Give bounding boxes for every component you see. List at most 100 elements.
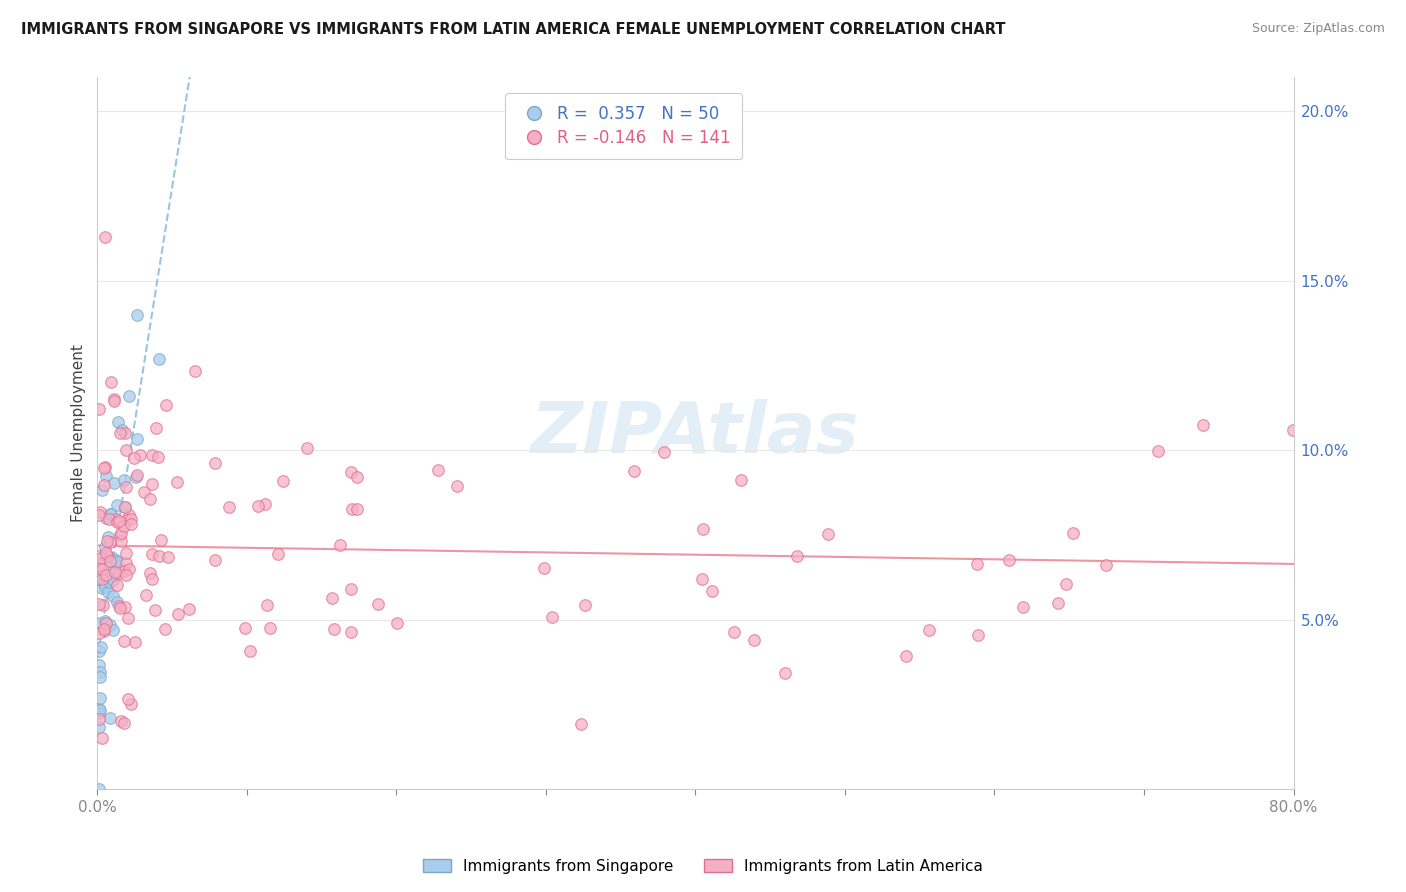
Point bbox=[574, 599, 596, 613]
Point bbox=[87, 549, 110, 563]
Point bbox=[692, 573, 714, 587]
Point bbox=[340, 624, 363, 639]
Point bbox=[218, 500, 240, 514]
Point bbox=[104, 511, 127, 525]
Point bbox=[98, 618, 121, 632]
Point bbox=[96, 568, 118, 582]
Point bbox=[93, 461, 115, 475]
Point bbox=[94, 460, 117, 475]
Point bbox=[141, 572, 163, 586]
Point bbox=[87, 706, 110, 721]
Point bbox=[125, 468, 148, 483]
Point bbox=[87, 644, 110, 658]
Point bbox=[1094, 558, 1116, 573]
Point bbox=[101, 590, 124, 604]
Point bbox=[322, 622, 344, 636]
Point bbox=[1282, 423, 1305, 437]
Point bbox=[253, 497, 276, 511]
Point bbox=[98, 554, 121, 568]
Point bbox=[112, 634, 135, 648]
Point bbox=[108, 599, 131, 613]
Point bbox=[998, 552, 1021, 566]
Point bbox=[256, 598, 278, 612]
Point bbox=[153, 622, 176, 636]
Point bbox=[96, 534, 118, 549]
Point bbox=[141, 547, 163, 561]
Point bbox=[112, 519, 135, 533]
Point bbox=[94, 469, 117, 483]
Point bbox=[110, 526, 132, 541]
Point bbox=[94, 570, 117, 584]
Point bbox=[112, 473, 135, 487]
Point bbox=[1047, 597, 1070, 611]
Point bbox=[742, 632, 765, 647]
Point bbox=[132, 484, 155, 499]
Point bbox=[91, 483, 114, 497]
Point bbox=[103, 555, 125, 569]
Point bbox=[108, 515, 131, 529]
Point bbox=[120, 698, 142, 712]
Text: Source: ZipAtlas.com: Source: ZipAtlas.com bbox=[1251, 22, 1385, 36]
Point bbox=[150, 533, 173, 547]
Point bbox=[93, 622, 115, 636]
Point bbox=[533, 561, 555, 575]
Point bbox=[114, 599, 136, 614]
Point bbox=[89, 691, 111, 706]
Point bbox=[97, 585, 120, 599]
Point bbox=[569, 717, 592, 731]
Point bbox=[148, 549, 170, 563]
Point bbox=[105, 554, 128, 568]
Point bbox=[204, 456, 226, 470]
Point bbox=[105, 553, 128, 567]
Point bbox=[105, 515, 128, 529]
Point bbox=[623, 464, 645, 478]
Point bbox=[155, 398, 177, 412]
Point bbox=[108, 528, 131, 542]
Point bbox=[259, 621, 281, 635]
Point bbox=[124, 634, 146, 648]
Point bbox=[145, 421, 167, 435]
Point bbox=[93, 478, 115, 492]
Point bbox=[346, 470, 368, 484]
Point bbox=[385, 616, 408, 631]
Point bbox=[89, 558, 111, 573]
Point bbox=[90, 562, 112, 576]
Point bbox=[1011, 600, 1033, 615]
Point bbox=[103, 394, 125, 409]
Point bbox=[120, 511, 142, 525]
Point bbox=[105, 578, 128, 592]
Point bbox=[141, 477, 163, 491]
Point bbox=[329, 538, 352, 552]
Point bbox=[93, 624, 115, 638]
Point bbox=[89, 616, 111, 631]
Point bbox=[98, 711, 121, 725]
Point bbox=[148, 450, 170, 464]
Point bbox=[103, 392, 125, 407]
Point bbox=[346, 502, 368, 516]
Point bbox=[94, 616, 117, 631]
Point bbox=[117, 692, 139, 706]
Point bbox=[117, 611, 139, 625]
Point bbox=[103, 565, 125, 579]
Point bbox=[138, 566, 160, 580]
Point bbox=[98, 512, 121, 526]
Text: ZIPAtlas: ZIPAtlas bbox=[531, 399, 859, 467]
Point bbox=[271, 474, 294, 488]
Point bbox=[127, 432, 149, 446]
Point bbox=[297, 442, 319, 456]
Point bbox=[98, 535, 121, 549]
Point bbox=[117, 562, 139, 576]
Point bbox=[89, 669, 111, 683]
Point bbox=[122, 450, 145, 465]
Point bbox=[96, 569, 118, 583]
Point bbox=[94, 580, 117, 594]
Legend: R =  0.357   N = 50, R = -0.146   N = 141: R = 0.357 N = 50, R = -0.146 N = 141 bbox=[505, 93, 742, 159]
Point bbox=[110, 714, 132, 729]
Point bbox=[204, 553, 226, 567]
Point bbox=[1146, 443, 1168, 458]
Point bbox=[87, 658, 110, 673]
Point bbox=[108, 426, 131, 441]
Point bbox=[166, 475, 188, 489]
Point bbox=[93, 575, 115, 590]
Point bbox=[541, 610, 564, 624]
